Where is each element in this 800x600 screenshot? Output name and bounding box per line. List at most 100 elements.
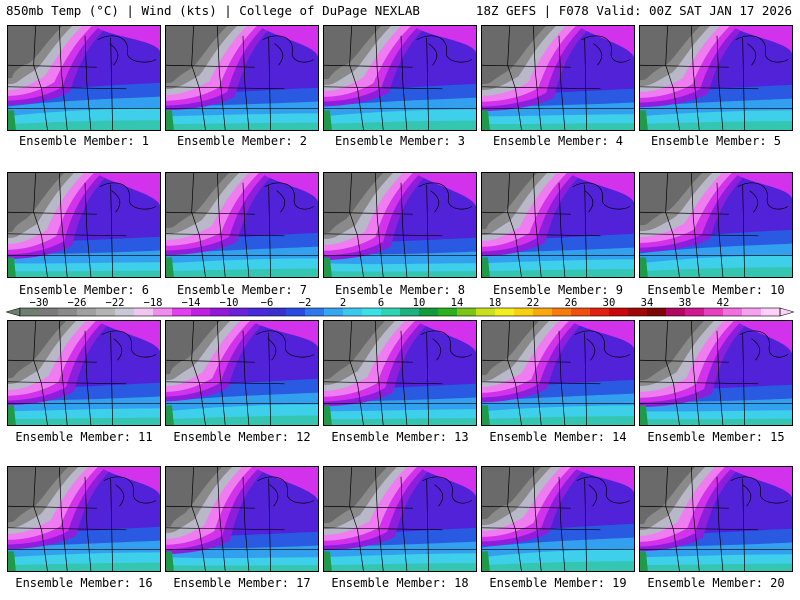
- ensemble-member-map[interactable]: [323, 25, 477, 131]
- colorbar-swatch: [134, 308, 154, 316]
- ensemble-member-map[interactable]: [639, 320, 793, 426]
- colorbar-tick-label: −22: [105, 297, 125, 309]
- ensemble-member-map[interactable]: [165, 320, 319, 426]
- colorbar-swatch: [248, 308, 268, 316]
- colorbar-swatch: [286, 308, 306, 316]
- temperature-colorbar: [6, 307, 794, 317]
- ensemble-member-label: Ensemble Member: 16: [15, 576, 153, 590]
- colorbar-tick-label: −30: [29, 297, 49, 309]
- ensemble-member-label: Ensemble Member: 13: [331, 430, 469, 444]
- ensemble-member-label: Ensemble Member: 6: [18, 283, 150, 297]
- colorbar-tick-label: −14: [181, 297, 201, 309]
- colorbar-tick-label: −2: [298, 297, 312, 309]
- colorbar-swatch: [590, 308, 610, 316]
- colorbar-swatch: [58, 308, 78, 316]
- colorbar-swatch: [305, 308, 325, 316]
- colorbar-swatch: [77, 308, 97, 316]
- colorbar-left-arrow: [6, 307, 21, 317]
- colorbar-swatch: [362, 308, 382, 316]
- colorbar-tick-label: −26: [67, 297, 87, 309]
- ensemble-member-label: Ensemble Member: 11: [15, 430, 153, 444]
- colorbar-right-arrow: [779, 307, 794, 317]
- colorbar-swatch: [457, 308, 477, 316]
- colorbar-swatch: [666, 308, 686, 316]
- colorbar-swatch: [438, 308, 458, 316]
- ensemble-member-label: Ensemble Member: 17: [173, 576, 311, 590]
- chart-title: 850mb Temp (°C) | Wind (kts) | College o…: [6, 3, 420, 18]
- ensemble-member-label: Ensemble Member: 9: [492, 283, 624, 297]
- colorbar-swatch: [495, 308, 515, 316]
- ensemble-member-label: Ensemble Member: 18: [331, 576, 469, 590]
- colorbar-tick-label: 10: [412, 297, 426, 309]
- colorbar-swatch: [742, 308, 762, 316]
- ensemble-member-map[interactable]: [165, 25, 319, 131]
- colorbar-swatch: [647, 308, 667, 316]
- run-valid-time: 18Z GEFS | F078 Valid: 00Z SAT JAN 17 20…: [475, 3, 792, 18]
- ensemble-member-label: Ensemble Member: 14: [489, 430, 627, 444]
- colorbar-swatch: [419, 308, 439, 316]
- colorbar-tick-label: 2: [339, 297, 347, 309]
- colorbar-tick-label: 26: [564, 297, 578, 309]
- colorbar-swatch: [115, 308, 135, 316]
- ensemble-member-map[interactable]: [481, 25, 635, 131]
- ensemble-member-label: Ensemble Member: 4: [492, 134, 624, 148]
- ensemble-member-map[interactable]: [639, 172, 793, 278]
- colorbar-tick-label: −6: [260, 297, 274, 309]
- colorbar-tick-label: 38: [678, 297, 692, 309]
- colorbar-tick-label: 22: [526, 297, 540, 309]
- colorbar-swatch: [533, 308, 553, 316]
- ensemble-member-map[interactable]: [7, 172, 161, 278]
- colorbar-swatch: [343, 308, 363, 316]
- colorbar-swatch: [191, 308, 211, 316]
- ensemble-member-map[interactable]: [7, 320, 161, 426]
- colorbar-swatch: [761, 308, 781, 316]
- colorbar-tick-label: 42: [716, 297, 730, 309]
- ensemble-member-label: Ensemble Member: 7: [176, 283, 308, 297]
- ensemble-member-map[interactable]: [639, 25, 793, 131]
- ensemble-member-label: Ensemble Member: 15: [647, 430, 785, 444]
- colorbar-swatch: [400, 308, 420, 316]
- ensemble-member-map[interactable]: [165, 172, 319, 278]
- colorbar-swatch: [628, 308, 648, 316]
- ensemble-member-map[interactable]: [165, 466, 319, 572]
- colorbar-tick-label: 34: [640, 297, 654, 309]
- ensemble-member-label: Ensemble Member: 12: [173, 430, 311, 444]
- colorbar-tick-label: −18: [143, 297, 163, 309]
- ensemble-member-map[interactable]: [7, 25, 161, 131]
- colorbar-swatch: [381, 308, 401, 316]
- colorbar-swatch: [571, 308, 591, 316]
- colorbar-swatch: [96, 308, 116, 316]
- colorbar-swatch: [229, 308, 249, 316]
- colorbar-swatch: [704, 308, 724, 316]
- ensemble-member-label: Ensemble Member: 8: [334, 283, 466, 297]
- colorbar-swatch: [723, 308, 743, 316]
- ensemble-member-label: Ensemble Member: 10: [647, 283, 785, 297]
- colorbar-tick-label: 18: [488, 297, 502, 309]
- ensemble-member-label: Ensemble Member: 20: [647, 576, 785, 590]
- colorbar-swatch: [267, 308, 287, 316]
- ensemble-member-map[interactable]: [481, 466, 635, 572]
- ensemble-member-label: Ensemble Member: 1: [18, 134, 150, 148]
- colorbar-swatch: [20, 308, 40, 316]
- colorbar-tick-label: 6: [377, 297, 385, 309]
- colorbar-tick-label: −10: [219, 297, 239, 309]
- ensemble-member-label: Ensemble Member: 3: [334, 134, 466, 148]
- ensemble-member-map[interactable]: [323, 320, 477, 426]
- ensemble-member-map[interactable]: [323, 172, 477, 278]
- colorbar-swatch: [39, 308, 59, 316]
- ensemble-member-map[interactable]: [323, 466, 477, 572]
- colorbar-swatch: [552, 308, 572, 316]
- colorbar-swatch: [172, 308, 192, 316]
- colorbar-swatch: [210, 308, 230, 316]
- colorbar-swatch: [153, 308, 173, 316]
- colorbar-swatch: [476, 308, 496, 316]
- colorbar-swatch: [324, 308, 344, 316]
- ensemble-member-map[interactable]: [639, 466, 793, 572]
- colorbar-swatch: [609, 308, 629, 316]
- colorbar-swatch: [685, 308, 705, 316]
- ensemble-member-map[interactable]: [481, 320, 635, 426]
- ensemble-member-map[interactable]: [481, 172, 635, 278]
- ensemble-member-map[interactable]: [7, 466, 161, 572]
- colorbar-tick-label: 14: [450, 297, 464, 309]
- colorbar-swatch: [514, 308, 534, 316]
